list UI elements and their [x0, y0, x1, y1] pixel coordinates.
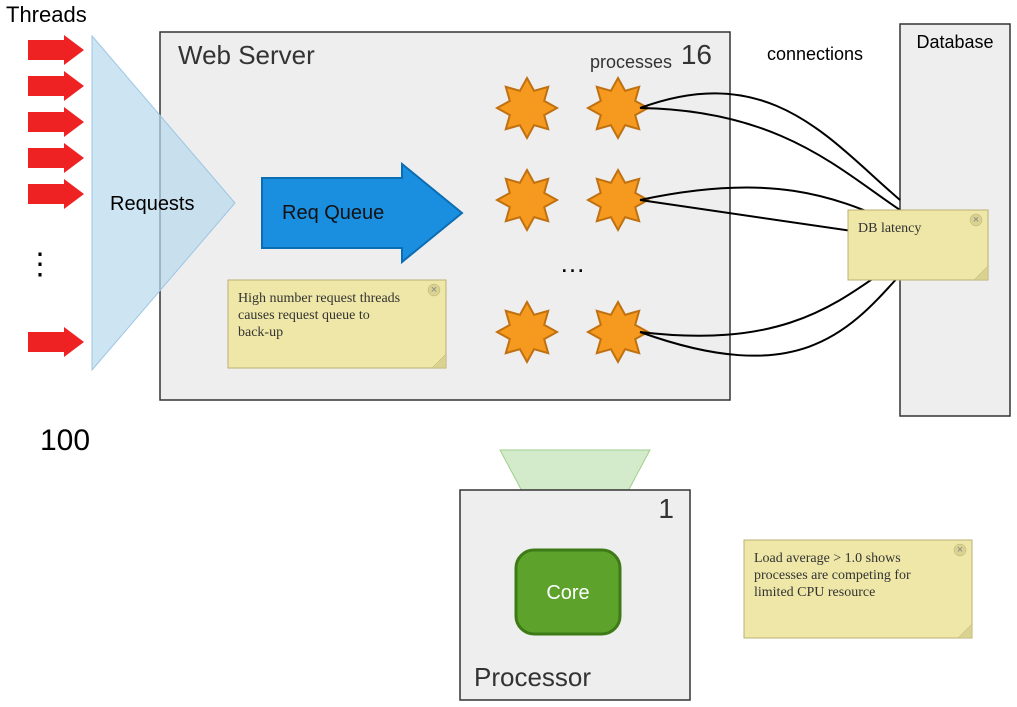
svg-text:Load average > 1.0 shows: Load average > 1.0 shows	[754, 551, 901, 566]
thread-arrow	[28, 179, 84, 209]
svg-text:×: ×	[957, 544, 963, 556]
thread-arrow	[28, 327, 84, 357]
process-icon	[497, 302, 557, 362]
web-server-label: Web Server	[178, 40, 315, 70]
processes-ellipsis: …	[560, 248, 586, 278]
sticky-db: × DB latency	[848, 210, 988, 280]
thread-arrow	[28, 71, 84, 101]
process-icon	[497, 78, 557, 138]
process-icon	[588, 302, 648, 362]
svg-text:×: ×	[431, 284, 437, 296]
sticky-cpu: × Load average > 1.0 shows processes are c…	[744, 540, 972, 638]
svg-text:×: ×	[973, 214, 979, 226]
cpu-count: 1	[658, 493, 674, 524]
processes-label: processes	[590, 52, 672, 72]
process-icon	[497, 170, 557, 230]
svg-text:causes request queue to: causes request queue to	[238, 308, 370, 323]
thread-count: 100	[40, 424, 90, 457]
core-label: Core	[546, 582, 589, 604]
req-queue-label: Req Queue	[282, 202, 384, 224]
svg-text:DB latency: DB latency	[858, 221, 921, 236]
threads-ellipsis: ⋮	[25, 248, 55, 281]
process-count: 16	[681, 39, 712, 70]
thread-arrow	[28, 35, 84, 65]
svg-text:High number request threads: High number request threads	[238, 291, 400, 306]
svg-text:limited CPU resource: limited CPU resource	[754, 585, 875, 600]
thread-arrow	[28, 143, 84, 173]
processor-label: Processor	[474, 662, 591, 692]
connections-label: connections	[767, 44, 863, 64]
thread-arrow	[28, 107, 84, 137]
svg-text:processes are competing for: processes are competing for	[754, 568, 911, 583]
requests-label: Requests	[110, 193, 195, 215]
process-icon	[588, 170, 648, 230]
svg-text:back-up: back-up	[238, 325, 283, 340]
database-label: Database	[916, 32, 993, 52]
sticky-queue: × High number request threads causes reque…	[228, 280, 446, 368]
threads-label: Threads	[6, 2, 87, 27]
process-icon	[588, 78, 648, 138]
